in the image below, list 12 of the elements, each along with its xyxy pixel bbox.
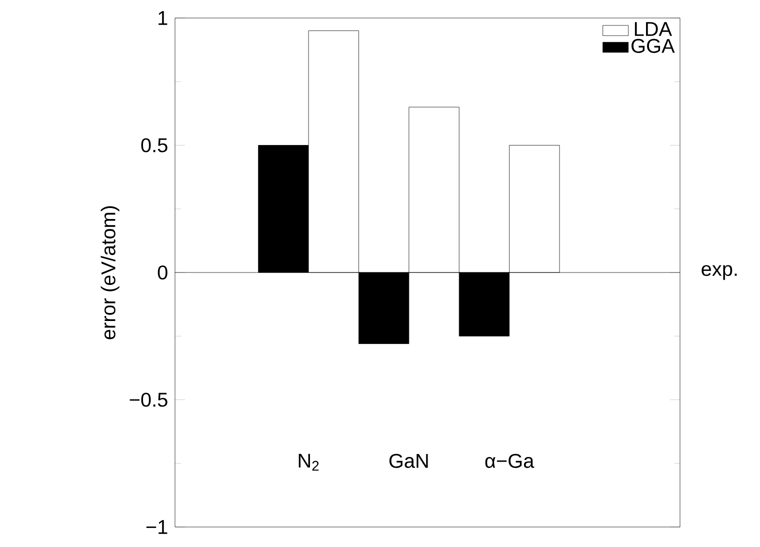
y-tick-label: 1 <box>158 11 168 25</box>
legend-label: LDA <box>634 22 672 36</box>
y-tick-label: −1 <box>146 520 168 534</box>
ref-line-label: exp. <box>702 265 737 280</box>
y-tick-label: 0 <box>158 265 168 280</box>
y-tick-label: 0.5 <box>141 138 168 152</box>
x-tick-label: α−Ga <box>485 454 534 468</box>
y-axis-title: error (eV/atom) <box>100 206 120 340</box>
x-tick-label: N$_{2}$ <box>298 454 319 471</box>
y-tick-label: −0.5 <box>130 392 168 407</box>
legend-label: GGA <box>632 38 675 53</box>
x-tick-label: GaN <box>389 454 428 468</box>
